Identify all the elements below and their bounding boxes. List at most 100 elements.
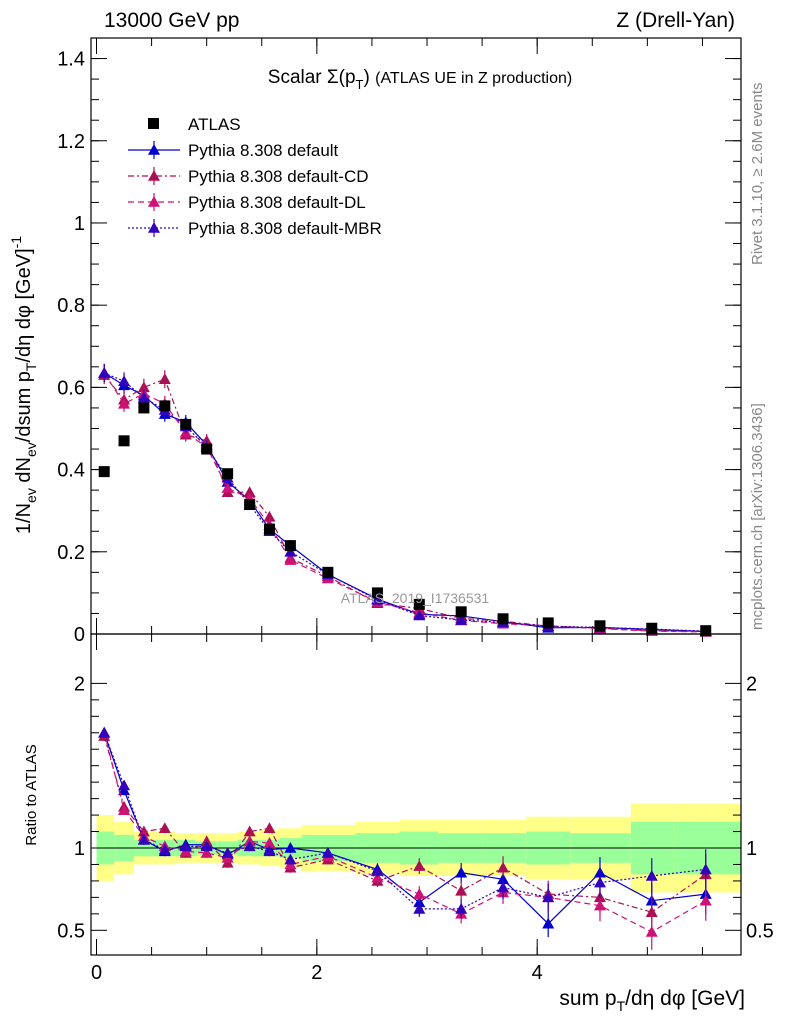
atlas-data-point: [244, 499, 256, 511]
main-y-axis-label: 1/Nev dNev/dsum pT/dη dφ [GeV]-1: [8, 236, 39, 534]
main-y-tick-label: 1.2: [57, 131, 85, 153]
x-axis-label: sum pT/dη dφ [GeV]: [559, 987, 745, 1014]
main-y-tick-label: 0.2: [57, 542, 85, 564]
ratio-point: [118, 779, 131, 791]
ratio-point: [413, 860, 426, 871]
legend-label: Pythia 8.308 default-DL: [188, 193, 366, 212]
analysis-watermark: ATLAS_2019_I1736531: [341, 590, 490, 606]
legend-marker-atlas: [148, 118, 159, 129]
header-right: Z (Drell-Yan): [616, 9, 735, 32]
atlas-data-point: [455, 606, 467, 618]
ratio-point: [321, 846, 334, 858]
ratio-point: [98, 726, 111, 738]
ratio-point: [645, 925, 658, 937]
ratio-point: [645, 906, 658, 917]
x-tick-label: 4: [532, 962, 543, 984]
atlas-data-point: [284, 540, 296, 552]
ratio-point: [497, 881, 510, 893]
ratio-point: [699, 863, 712, 875]
header-left: 13000 GeV pp: [104, 9, 239, 32]
ratio-point: [593, 876, 606, 888]
ratio-plot-frame: [90, 633, 742, 956]
atlas-data-point: [98, 466, 110, 478]
ratio-point: [243, 825, 256, 837]
ratio-y-tick-label: 0.5: [57, 920, 85, 942]
ratio-plot-axes: 0.5 0.5 1 1 2 2 0 2 4: [57, 633, 774, 984]
main-y-tick-label: 0: [74, 624, 85, 646]
legend-marker: [148, 144, 160, 155]
ratio-plot-data: [98, 726, 712, 950]
atlas-data-point: [138, 402, 150, 414]
atlas-data-point: [700, 625, 712, 637]
legend-marker: [148, 170, 160, 181]
data-point: [413, 609, 426, 621]
ratio-point: [221, 846, 234, 858]
ratio-point: [413, 902, 426, 914]
data-point: [98, 366, 111, 378]
main-y-tick-label: 0.8: [57, 295, 85, 317]
data-point: [263, 510, 276, 522]
mcplots-label: mcplots.cern.ch [arXiv:1306.3436]: [749, 403, 766, 630]
atlas-data-point: [222, 468, 234, 480]
ratio-point: [371, 865, 384, 876]
ratio-point: [593, 899, 606, 911]
atlas-data-point: [201, 443, 213, 455]
legend: ATLAS Pythia 8.308 default Pythia 8.308 de…: [128, 115, 382, 238]
ratio-point: [699, 894, 712, 906]
legend-marker: [148, 196, 160, 207]
ratio-point: [243, 840, 256, 852]
atlas-data-point: [263, 523, 275, 535]
ratio-point: [284, 853, 297, 865]
main-plot-data: [98, 363, 712, 637]
ratio-point: [263, 845, 276, 857]
legend-label: Pythia 8.308 default-MBR: [188, 219, 382, 238]
ratio-point: [542, 917, 555, 929]
ratio-y-tick-label-right: 0.5: [746, 920, 774, 942]
atlas-data-point: [646, 622, 658, 634]
ratio-point: [263, 837, 276, 848]
ratio-point: [158, 822, 171, 834]
atlas-data-point: [159, 400, 171, 412]
legend-label: Pythia 8.308 default: [188, 141, 339, 160]
atlas-data-point: [594, 620, 606, 632]
data-point: [200, 434, 213, 446]
main-title: Scalar Σ(pT) (ATLAS UE in Z production): [268, 67, 572, 92]
legend-label: Pythia 8.308 default-CD: [188, 167, 369, 186]
atlas-data-point: [542, 617, 554, 629]
legend-label: ATLAS: [188, 115, 241, 134]
x-tick-label: 0: [91, 962, 102, 984]
data-point: [243, 486, 256, 497]
ratio-point: [158, 843, 171, 855]
ratio-y-tick-label: 2: [74, 673, 85, 695]
atlas-data-point: [118, 435, 130, 447]
ratio-point: [200, 846, 213, 858]
data-point: [118, 397, 131, 409]
main-y-tick-label: 1.4: [57, 49, 85, 71]
ratio-point: [497, 861, 510, 873]
ratio-y-tick-label-right: 2: [746, 673, 757, 695]
ratio-point: [455, 884, 468, 896]
data-point: [158, 373, 171, 384]
data-point: [284, 554, 297, 565]
ratio-point: [455, 866, 468, 878]
ratio-y-tick-label-right: 1: [746, 838, 757, 860]
atlas-data-point: [413, 598, 425, 610]
ratio-point: [263, 822, 276, 834]
ratio-point: [542, 891, 555, 903]
main-y-tick-label: 0.6: [57, 377, 85, 399]
data-point: [221, 482, 234, 493]
x-tick-label: 2: [311, 962, 322, 984]
data-point: [455, 614, 468, 625]
atlas-data-point: [180, 418, 192, 430]
data-point: [118, 375, 131, 387]
main-y-tick-label: 0.4: [57, 460, 85, 482]
ratio-point: [455, 902, 468, 914]
ratio-point: [118, 804, 131, 815]
rivet-version-label: Rivet 3.1.10, ≥ 2.6M events: [749, 83, 766, 266]
atlas-data-point: [322, 566, 334, 578]
legend-marker: [148, 222, 160, 233]
data-point: [137, 391, 150, 403]
ratio-y-axis-label: Ratio to ATLAS: [23, 744, 40, 845]
ratio-point: [284, 842, 297, 853]
ratio-point: [200, 840, 213, 852]
